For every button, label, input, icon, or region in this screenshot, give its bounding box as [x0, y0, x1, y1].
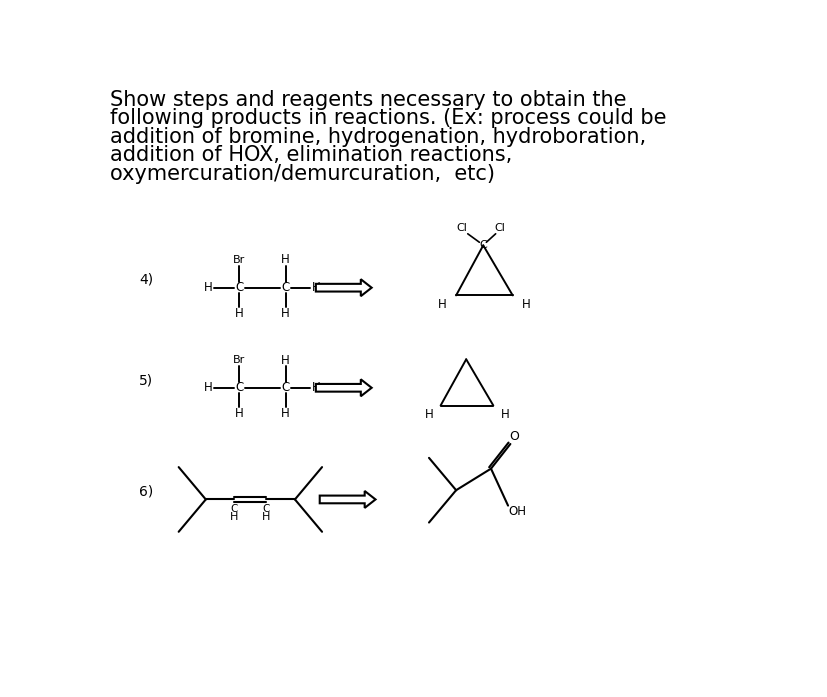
Text: H: H — [203, 381, 213, 395]
Text: H: H — [424, 408, 433, 421]
Text: OH: OH — [508, 505, 526, 519]
Text: Cl: Cl — [456, 224, 466, 233]
Text: Cl: Cl — [495, 224, 505, 233]
Text: H: H — [281, 407, 289, 420]
Text: Show steps and reagents necessary to obtain the: Show steps and reagents necessary to obt… — [109, 90, 625, 110]
Text: H: H — [522, 298, 530, 311]
Text: Br: Br — [232, 355, 245, 365]
Text: O: O — [509, 430, 519, 443]
Text: Br: Br — [232, 255, 245, 265]
Text: C: C — [262, 505, 270, 514]
Text: C: C — [230, 505, 237, 514]
Text: H: H — [437, 298, 446, 311]
Polygon shape — [315, 279, 371, 296]
Text: 4): 4) — [139, 273, 153, 287]
Text: 5): 5) — [139, 373, 153, 387]
Text: H: H — [262, 512, 270, 522]
Text: H: H — [281, 254, 289, 266]
Text: oxymercuration/demurcuration,  etc): oxymercuration/demurcuration, etc) — [109, 164, 494, 184]
Text: H: H — [500, 408, 509, 421]
Text: C: C — [479, 240, 486, 250]
Text: H: H — [235, 307, 243, 320]
Text: following products in reactions. (Ex: process could be: following products in reactions. (Ex: pr… — [109, 108, 666, 128]
Text: addition of bromine, hydrogenation, hydroboration,: addition of bromine, hydrogenation, hydr… — [109, 127, 645, 147]
Text: C: C — [281, 381, 289, 395]
Polygon shape — [315, 379, 371, 397]
Polygon shape — [319, 491, 375, 508]
Text: 6): 6) — [139, 484, 153, 499]
Text: H: H — [281, 353, 289, 367]
Text: C: C — [235, 281, 243, 294]
Text: H: H — [203, 281, 213, 294]
Text: C: C — [235, 381, 243, 395]
Text: H: H — [312, 281, 321, 294]
Text: H: H — [281, 307, 289, 320]
Text: H: H — [312, 381, 321, 395]
Text: addition of HOX, elimination reactions,: addition of HOX, elimination reactions, — [109, 145, 511, 165]
Text: H: H — [235, 407, 243, 420]
Text: H: H — [229, 512, 237, 522]
Text: C: C — [281, 281, 289, 294]
